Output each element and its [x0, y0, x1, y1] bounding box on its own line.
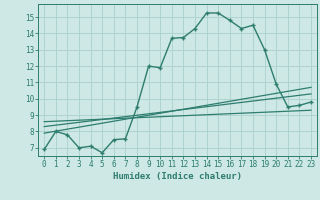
X-axis label: Humidex (Indice chaleur): Humidex (Indice chaleur) [113, 172, 242, 181]
